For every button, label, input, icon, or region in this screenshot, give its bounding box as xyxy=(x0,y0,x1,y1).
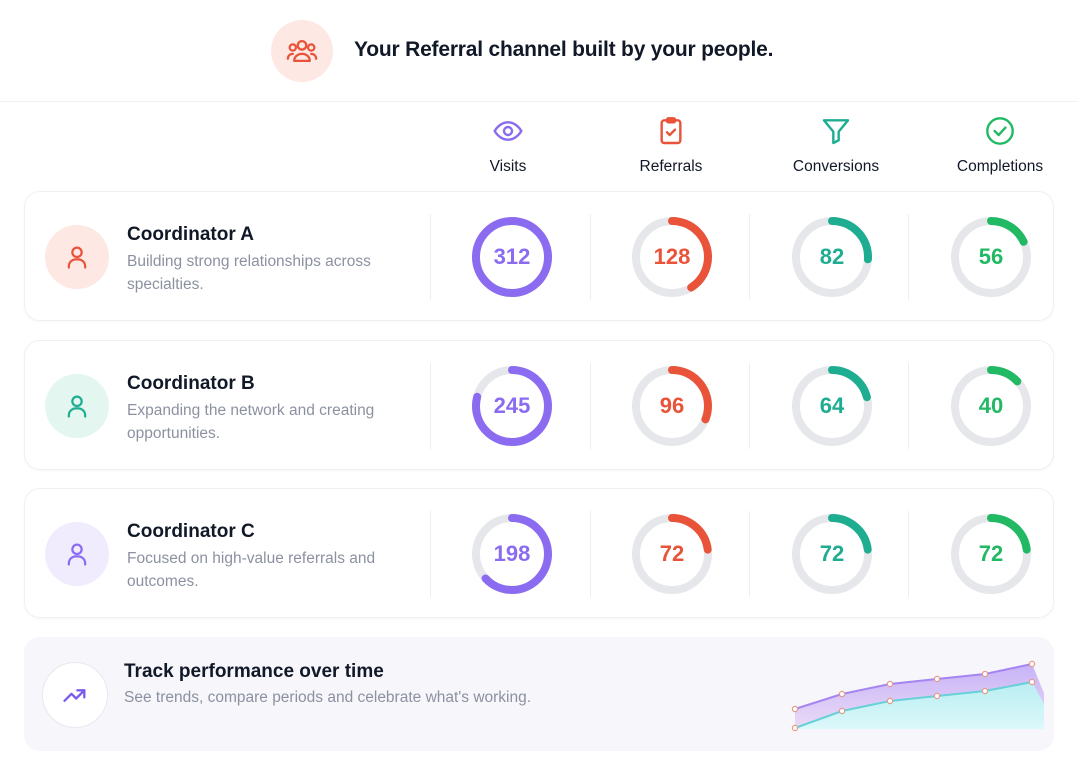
ring-progress xyxy=(632,217,712,297)
coordinator-card[interactable]: Coordinator B Expanding the network and … xyxy=(24,340,1054,470)
page-header: Your Referral channel built by your peop… xyxy=(0,0,1078,102)
ring-progress xyxy=(792,514,872,594)
referrals-progress-ring xyxy=(632,217,712,297)
column-divider xyxy=(749,214,750,300)
completions-progress-ring xyxy=(951,514,1031,594)
eye-icon xyxy=(428,114,588,148)
referrals-metric: 128 xyxy=(630,215,714,299)
column-header-visits: Visits xyxy=(428,114,588,176)
conversions-value: 64 xyxy=(819,393,845,418)
user-icon xyxy=(45,522,109,586)
track-description: See trends, compare periods and celebrat… xyxy=(124,689,532,706)
coordinator-description: Building strong relationships across spe… xyxy=(127,253,371,293)
ring-progress xyxy=(472,217,552,297)
coordinator-name: Coordinator A xyxy=(127,224,255,245)
referrals-metric: 96 xyxy=(630,364,714,448)
ring-progress xyxy=(951,366,1031,446)
conversions-progress-ring xyxy=(792,514,872,594)
ring-progress xyxy=(472,514,552,594)
ring-progress xyxy=(632,366,712,446)
coordinator-name: Coordinator C xyxy=(127,521,255,542)
conversions-value: 82 xyxy=(819,244,845,269)
coordinator-description: Focused on high-value referrals and outc… xyxy=(127,550,376,590)
referrals-value: 72 xyxy=(659,541,685,566)
completions-value: 56 xyxy=(978,244,1004,269)
column-header-referrals: Referrals xyxy=(591,114,751,176)
conversions-value: 72 xyxy=(819,541,845,566)
coordinator-card[interactable]: Coordinator A Building strong relationsh… xyxy=(24,191,1054,321)
column-divider xyxy=(430,511,431,597)
column-divider xyxy=(908,511,909,597)
conversions-metric: 82 xyxy=(790,215,874,299)
visits-value: 312 xyxy=(493,244,531,269)
column-divider xyxy=(590,511,591,597)
ring-progress xyxy=(792,217,872,297)
column-label: Completions xyxy=(956,158,1044,175)
referrals-value: 128 xyxy=(653,244,691,269)
track-performance-banner[interactable]: Track performance over time See trends, … xyxy=(24,637,1054,751)
trend-sparkline xyxy=(791,660,1044,732)
filter-icon xyxy=(756,114,916,148)
column-header-completions: Completions xyxy=(920,114,1078,176)
users-icon xyxy=(271,20,333,82)
completions-metric: 40 xyxy=(949,364,1033,448)
completions-metric: 56 xyxy=(949,215,1033,299)
column-divider xyxy=(749,511,750,597)
coordinator-description: Expanding the network and creating oppor… xyxy=(127,402,375,442)
ring-progress xyxy=(951,217,1031,297)
column-label: Conversions xyxy=(792,158,880,175)
visits-progress-ring xyxy=(472,217,552,297)
coordinator-name: Coordinator B xyxy=(127,373,255,394)
page-title: Your Referral channel built by your peop… xyxy=(354,38,774,61)
column-label: Referrals xyxy=(639,158,703,175)
user-icon xyxy=(45,374,109,438)
referrals-progress-ring xyxy=(632,366,712,446)
column-label: Visits xyxy=(489,158,527,175)
visits-metric: 312 xyxy=(470,215,554,299)
completions-metric: 72 xyxy=(949,512,1033,596)
coordinator-card[interactable]: Coordinator C Focused on high-value refe… xyxy=(24,488,1054,618)
completions-value: 40 xyxy=(978,393,1004,418)
visits-value: 245 xyxy=(493,393,531,418)
conversions-progress-ring xyxy=(792,217,872,297)
visits-progress-ring xyxy=(472,366,552,446)
conversions-metric: 72 xyxy=(790,512,874,596)
visits-progress-ring xyxy=(472,514,552,594)
column-divider xyxy=(749,363,750,449)
ring-progress xyxy=(951,514,1031,594)
track-title: Track performance over time xyxy=(124,661,384,682)
completions-progress-ring xyxy=(951,217,1031,297)
conversions-metric: 64 xyxy=(790,364,874,448)
visits-value: 198 xyxy=(493,541,531,566)
check-circle-icon xyxy=(920,114,1078,148)
column-divider xyxy=(908,363,909,449)
ring-progress xyxy=(632,514,712,594)
conversions-progress-ring xyxy=(792,366,872,446)
column-divider xyxy=(430,363,431,449)
ring-progress xyxy=(792,366,872,446)
clipboard-check-icon xyxy=(591,114,751,148)
referrals-progress-ring xyxy=(632,514,712,594)
column-divider xyxy=(590,214,591,300)
referrals-value: 96 xyxy=(659,393,685,418)
column-header-conversions: Conversions xyxy=(756,114,916,176)
user-icon xyxy=(45,225,109,289)
referrals-metric: 72 xyxy=(630,512,714,596)
visits-metric: 245 xyxy=(470,364,554,448)
column-divider xyxy=(908,214,909,300)
completions-progress-ring xyxy=(951,366,1031,446)
visits-metric: 198 xyxy=(470,512,554,596)
column-divider xyxy=(430,214,431,300)
completions-value: 72 xyxy=(978,541,1004,566)
ring-progress xyxy=(472,366,552,446)
trending-up-icon xyxy=(42,662,108,728)
column-divider xyxy=(590,363,591,449)
